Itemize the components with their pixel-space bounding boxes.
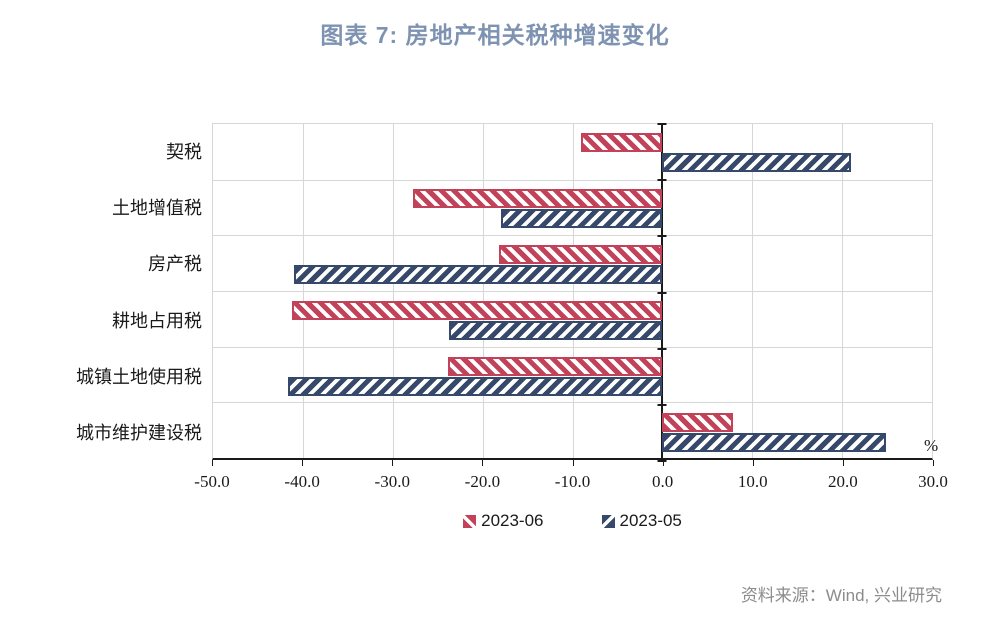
- zero-axis-tick: [657, 460, 667, 462]
- bar-2023-06-城市维护建设税: [662, 413, 734, 433]
- source-text: 资料来源：Wind, 兴业研究: [740, 586, 942, 605]
- legend-item-2023-06: 2023-06: [463, 511, 544, 531]
- x-axis-tick: [933, 460, 934, 466]
- x-axis-tick: [842, 460, 844, 466]
- bar-2023-06-耕地占用税: [292, 301, 663, 321]
- gridline-horizontal: [213, 179, 932, 181]
- zero-axis-line: [661, 124, 664, 458]
- x-tick-label: 20.0: [828, 472, 858, 491]
- x-axis-tick: [482, 460, 484, 466]
- bar-2023-05-城市维护建设税: [662, 433, 887, 453]
- bar-2023-06-城镇土地使用税: [448, 357, 663, 377]
- x-axis-tick: [392, 460, 394, 466]
- zero-axis-tick: [657, 403, 667, 406]
- bar-2023-06-土地增值税: [413, 188, 663, 208]
- x-tick-label: 0.0: [652, 472, 674, 491]
- gridline-horizontal: [213, 346, 932, 348]
- bar-2023-05-城镇土地使用税: [287, 377, 663, 397]
- x-axis-tick: [662, 460, 664, 466]
- bar-2023-05-土地增值税: [500, 208, 663, 228]
- x-axis-tick: [302, 460, 304, 466]
- bar-2023-05-房产税: [293, 264, 663, 284]
- gridline-horizontal: [213, 291, 932, 292]
- bar-2023-06-房产税: [498, 244, 663, 264]
- category-label: 城镇土地使用税: [76, 366, 202, 387]
- gridline-horizontal: [213, 235, 932, 237]
- x-tick-label: -20.0: [464, 472, 501, 491]
- category-label: 房产税: [148, 254, 202, 275]
- x-axis-tick: [752, 460, 754, 466]
- legend-swatch-2023-06-icon: [463, 514, 477, 528]
- x-tick-label: 10.0: [737, 472, 768, 491]
- legend-swatch-2023-05-icon: [601, 514, 615, 528]
- zero-axis-tick: [657, 179, 667, 182]
- x-axis-tick: [572, 460, 574, 466]
- x-tick-label: -10.0: [554, 472, 591, 491]
- plot-area: [212, 123, 933, 462]
- unit-label: %: [924, 436, 939, 455]
- x-tick-label: -50.0: [194, 472, 230, 491]
- zero-axis-tick: [657, 347, 667, 350]
- legend-label-2023-05: 2023-05: [619, 511, 682, 530]
- category-label: 耕地占用税: [112, 310, 202, 331]
- gridline-horizontal: [213, 402, 932, 404]
- legend-item-2023-05: 2023-05: [601, 511, 682, 531]
- bar-2023-05-契税: [662, 152, 852, 172]
- chart-title: 图表 7: 房地产相关税种增速变化: [320, 22, 670, 48]
- category-label: 契税: [166, 142, 202, 163]
- category-label: 土地增值税: [112, 198, 202, 219]
- bar-2023-06-契税: [581, 132, 663, 152]
- x-axis-tick: [212, 460, 213, 466]
- x-tick-label: -30.0: [374, 472, 410, 491]
- zero-axis-tick: [657, 235, 667, 238]
- legend-label-2023-06: 2023-06: [481, 511, 544, 530]
- legend: 2023-06 2023-05: [212, 511, 933, 531]
- x-tick-label: 30.0: [918, 472, 948, 491]
- zero-axis-tick: [657, 291, 667, 294]
- x-tick-label: -40.0: [284, 472, 320, 491]
- category-label: 城市维护建设税: [76, 422, 202, 443]
- bar-2023-05-耕地占用税: [449, 321, 663, 341]
- zero-axis-tick: [657, 123, 667, 125]
